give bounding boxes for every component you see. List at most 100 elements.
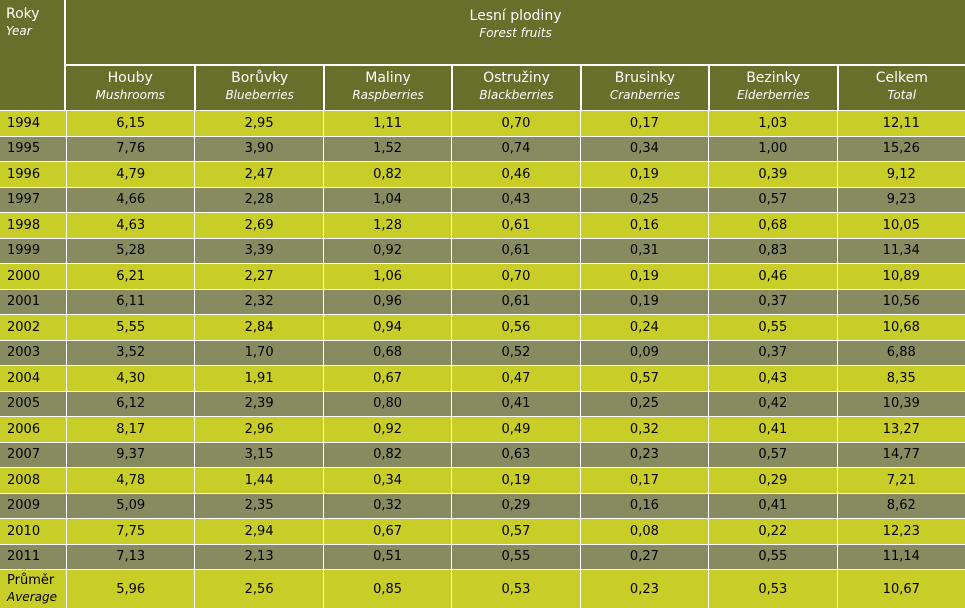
value-cell: 0,32 <box>322 492 452 518</box>
value-cell: 0,09 <box>579 339 709 365</box>
average-value-cell: 0,53 <box>708 569 837 608</box>
value-cell: 0,56 <box>451 314 580 340</box>
value-cell: 0,55 <box>708 543 837 569</box>
column-header-en: Raspberries <box>352 88 424 102</box>
value-cell: 10,68 <box>836 314 965 340</box>
column-header-en: Blackberries <box>479 88 554 102</box>
value-cell: 0,29 <box>451 492 580 518</box>
value-cell: 0,57 <box>451 518 580 544</box>
year-cell: 2000 <box>0 263 66 289</box>
value-cell: 15,26 <box>836 135 965 161</box>
value-cell: 2,84 <box>194 314 323 340</box>
average-value-cell: 5,96 <box>66 569 195 608</box>
value-cell: 0,19 <box>579 161 709 187</box>
value-cell: 6,12 <box>66 390 195 416</box>
table-row: 2010 7,75 2,94 0,67 0,57 0,08 0,22 12,23 <box>0 518 965 544</box>
value-cell: 6,11 <box>66 288 195 314</box>
value-cell: 1,00 <box>708 135 837 161</box>
value-cell: 0,19 <box>579 263 709 289</box>
value-cell: 11,14 <box>836 543 965 569</box>
year-cell: 2011 <box>0 543 66 569</box>
table-row: 2004 4,30 1,91 0,67 0,47 0,57 0,43 8,35 <box>0 365 965 391</box>
column-header-en: Mushrooms <box>95 88 165 102</box>
year-cell: 1996 <box>0 161 66 187</box>
value-cell: 10,56 <box>836 288 965 314</box>
column-header-en: Cranberries <box>609 88 680 102</box>
value-cell: 8,35 <box>836 365 965 391</box>
value-cell: 0,82 <box>322 441 452 467</box>
table-row: 2006 8,17 2,96 0,92 0,49 0,32 0,41 13,27 <box>0 416 965 442</box>
value-cell: 0,31 <box>579 237 709 263</box>
year-header-cz: Roky <box>6 6 40 22</box>
column-header-cz: Bezinky <box>746 70 801 86</box>
table-row: 2002 5,55 2,84 0,94 0,56 0,24 0,55 10,68 <box>0 314 965 340</box>
value-cell: 0,08 <box>579 518 709 544</box>
value-cell: 0,57 <box>708 441 837 467</box>
table-row: 2011 7,13 2,13 0,51 0,55 0,27 0,55 11,14 <box>0 543 965 569</box>
column-header-cz: Celkem <box>875 70 928 86</box>
value-cell: 2,95 <box>194 110 323 136</box>
value-cell: 5,09 <box>66 492 195 518</box>
value-cell: 0,29 <box>708 467 837 493</box>
table-row: 2009 5,09 2,35 0,32 0,29 0,16 0,41 8,62 <box>0 492 965 518</box>
column-header-en: Elderberries <box>736 88 810 102</box>
group-header: Lesní plodiny Forest fruits <box>66 0 965 64</box>
value-cell: 0,32 <box>579 416 709 442</box>
table-row: 2001 6,11 2,32 0,96 0,61 0,19 0,37 10,56 <box>0 288 965 314</box>
value-cell: 0,92 <box>322 416 452 442</box>
table-row: 2003 3,52 1,70 0,68 0,52 0,09 0,37 6,88 <box>0 339 965 365</box>
table-row: 1999 5,28 3,39 0,92 0,61 0,31 0,83 11,34 <box>0 237 965 263</box>
table-row: 1996 4,79 2,47 0,82 0,46 0,19 0,39 9,12 <box>0 161 965 187</box>
average-row: Průměr Average 5,96 2,56 0,85 0,53 0,23 0,53 10,… <box>0 569 965 608</box>
value-cell: 0,83 <box>708 237 837 263</box>
table-row: 1995 7,76 3,90 1,52 0,74 0,34 1,00 15,26 <box>0 135 965 161</box>
value-cell: 0,68 <box>708 212 837 238</box>
value-cell: 3,39 <box>194 237 323 263</box>
value-cell: 2,13 <box>194 543 323 569</box>
value-cell: 1,06 <box>322 263 452 289</box>
value-cell: 8,17 <box>66 416 195 442</box>
value-cell: 6,21 <box>66 263 195 289</box>
table-row: 1997 4,66 2,28 1,04 0,43 0,25 0,57 9,23 <box>0 186 965 212</box>
year-cell: 2004 <box>0 365 66 391</box>
table-row: 2005 6,12 2,39 0,80 0,41 0,25 0,42 10,39 <box>0 390 965 416</box>
value-cell: 0,63 <box>451 441 580 467</box>
value-cell: 0,49 <box>451 416 580 442</box>
value-cell: 0,61 <box>451 288 580 314</box>
average-label-cell: Průměr Average <box>0 569 66 608</box>
table-row: 2000 6,21 2,27 1,06 0,70 0,19 0,46 10,89 <box>0 263 965 289</box>
average-value-cell: 0,85 <box>322 569 452 608</box>
value-cell: 1,44 <box>194 467 323 493</box>
value-cell: 4,66 <box>66 186 195 212</box>
column-header-cz: Borůvky <box>231 70 289 86</box>
value-cell: 0,24 <box>579 314 709 340</box>
column-header-cz: Maliny <box>365 70 411 86</box>
year-cell: 2008 <box>0 467 66 493</box>
value-cell: 7,13 <box>66 543 195 569</box>
value-cell: 8,62 <box>836 492 965 518</box>
year-cell: 2005 <box>0 390 66 416</box>
value-cell: 0,92 <box>322 237 452 263</box>
value-cell: 1,70 <box>194 339 323 365</box>
value-cell: 0,16 <box>579 212 709 238</box>
value-cell: 2,69 <box>194 212 323 238</box>
average-label-cz: Průměr <box>7 573 55 588</box>
value-cell: 10,05 <box>836 212 965 238</box>
average-value-cell: 0,23 <box>579 569 709 608</box>
year-cell: 1999 <box>0 237 66 263</box>
value-cell: 0,16 <box>579 492 709 518</box>
year-cell: 2006 <box>0 416 66 442</box>
value-cell: 9,23 <box>836 186 965 212</box>
value-cell: 11,34 <box>836 237 965 263</box>
group-header-en: Forest fruits <box>479 26 552 40</box>
value-cell: 0,37 <box>708 339 837 365</box>
average-label-en: Average <box>7 590 57 604</box>
value-cell: 0,39 <box>708 161 837 187</box>
value-cell: 0,96 <box>322 288 452 314</box>
year-cell: 1995 <box>0 135 66 161</box>
year-cell: 2003 <box>0 339 66 365</box>
column-header: Celkem Total <box>836 64 965 110</box>
column-header-cz: Brusinky <box>614 70 675 86</box>
value-cell: 0,80 <box>322 390 452 416</box>
value-cell: 0,67 <box>322 518 452 544</box>
